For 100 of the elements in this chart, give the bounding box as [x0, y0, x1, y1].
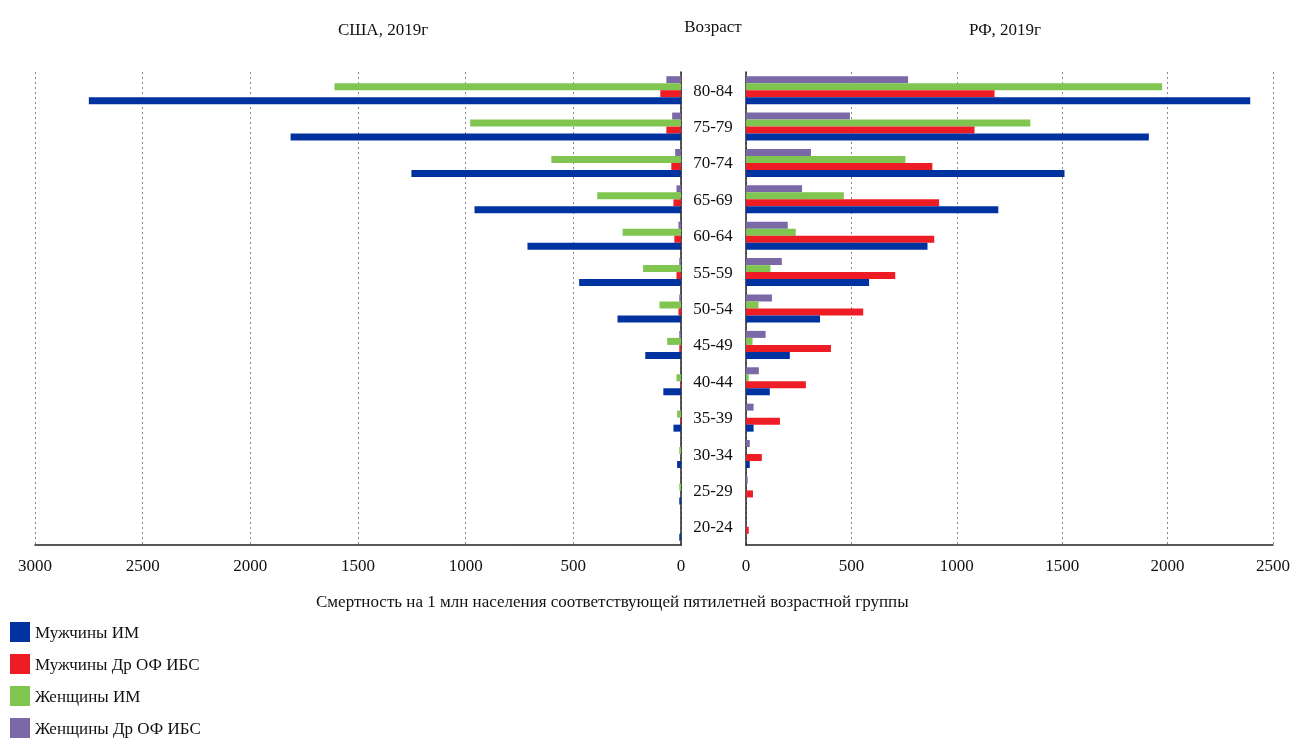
- y-tick-label: 45-49: [693, 335, 733, 355]
- y-tick-label: 25-29: [693, 480, 733, 500]
- bar: [746, 119, 1031, 127]
- bar: [666, 76, 681, 84]
- bar: [746, 330, 766, 338]
- bar: [746, 424, 754, 432]
- bar: [675, 148, 681, 156]
- bar: [678, 308, 681, 316]
- bar: [746, 294, 772, 302]
- bar: [678, 221, 681, 229]
- y-tick-label: 30-34: [693, 444, 734, 464]
- bar: [746, 381, 806, 389]
- bar: [643, 265, 681, 273]
- bar: [622, 228, 681, 236]
- x-tick-label: 0: [741, 556, 751, 575]
- x-tick-label: 3000: [18, 556, 52, 575]
- bar: [746, 83, 1163, 91]
- bar: [746, 308, 864, 316]
- bar: [746, 279, 870, 287]
- y-tick-label: 35-39: [693, 408, 733, 428]
- bar: [334, 83, 681, 91]
- bar: [746, 126, 975, 134]
- bar: [746, 315, 820, 323]
- bar: [746, 526, 749, 534]
- x-tick-label: 1500: [341, 556, 375, 575]
- bar: [290, 133, 681, 141]
- y-tick-label: 80-84: [693, 80, 734, 100]
- bar: [746, 185, 803, 193]
- x-tick-label: 2500: [125, 556, 160, 575]
- bar: [617, 315, 681, 323]
- bar: [673, 199, 681, 207]
- bar: [746, 454, 762, 462]
- x-tick-label: 1000: [939, 556, 974, 575]
- bar: [746, 490, 753, 498]
- bar: [746, 90, 995, 98]
- bar: [746, 258, 782, 266]
- y-tick-label: 60-64: [693, 226, 734, 246]
- legend-label: Мужчины Др ОФ ИБС: [35, 654, 200, 674]
- bar: [597, 192, 681, 200]
- bar: [666, 126, 681, 134]
- bar: [474, 206, 681, 214]
- bar: [746, 367, 759, 375]
- bar: [746, 265, 771, 273]
- bar: [746, 235, 935, 243]
- x-axis-title: Смертность на 1 млн населения соответствующей пятилетней возрастной группы: [316, 592, 910, 611]
- bar: [470, 119, 681, 127]
- x-tick-label: 2000: [1150, 556, 1185, 575]
- chart-title: РФ, 2019г: [968, 20, 1042, 39]
- bar: [676, 185, 681, 193]
- bar: [746, 228, 796, 236]
- y-tick-label: 50-54: [693, 299, 734, 318]
- bar: [88, 97, 681, 105]
- bar: [663, 388, 681, 396]
- x-tick-label: 2000: [233, 556, 268, 575]
- x-tick-label: 1500: [1045, 556, 1080, 575]
- bar: [674, 235, 681, 243]
- bar: [746, 242, 928, 250]
- y-tick-label: 20-24: [693, 517, 734, 537]
- bar: [677, 461, 681, 469]
- bar: [746, 133, 1149, 141]
- bar: [746, 199, 940, 207]
- legend-label: Мужчины ИМ: [35, 622, 140, 642]
- bar: [746, 461, 750, 469]
- y-tick-label: 70-74: [693, 153, 734, 173]
- bar: [667, 337, 681, 345]
- x-tick-label: 500: [838, 556, 865, 575]
- x-tick-label: 1000: [448, 556, 483, 575]
- bar: [746, 221, 788, 229]
- bar: [746, 351, 790, 359]
- bar: [746, 76, 909, 84]
- bar: [673, 424, 681, 432]
- bar: [659, 301, 681, 309]
- bar: [746, 374, 749, 382]
- bar: [660, 90, 681, 98]
- bar: [527, 242, 681, 250]
- y-tick-label: 40-44: [693, 371, 734, 391]
- y-axis-title: Возраст: [684, 17, 743, 36]
- x-tick-label: 2500: [1256, 556, 1290, 575]
- legend-label: Женщины Др ОФ ИБС: [35, 718, 201, 738]
- bar: [411, 169, 681, 177]
- bar: [746, 388, 770, 396]
- bar: [645, 351, 681, 359]
- chart-title: США, 2019г: [337, 20, 429, 39]
- bar: [671, 162, 681, 170]
- bar: [746, 403, 754, 411]
- bar: [676, 374, 681, 382]
- x-tick-label: 500: [560, 556, 587, 575]
- bar: [676, 272, 681, 280]
- bar: [746, 97, 1251, 105]
- bar: [579, 279, 681, 287]
- bar: [746, 169, 1065, 177]
- bar: [746, 337, 753, 345]
- bar: [746, 192, 844, 200]
- legend-label: Женщины ИМ: [35, 686, 141, 706]
- bar: [677, 410, 681, 418]
- bar: [746, 344, 831, 352]
- y-tick-label: 65-69: [693, 189, 733, 209]
- x-tick-label: 0: [676, 556, 686, 575]
- bar: [672, 112, 681, 120]
- bar: [746, 206, 999, 214]
